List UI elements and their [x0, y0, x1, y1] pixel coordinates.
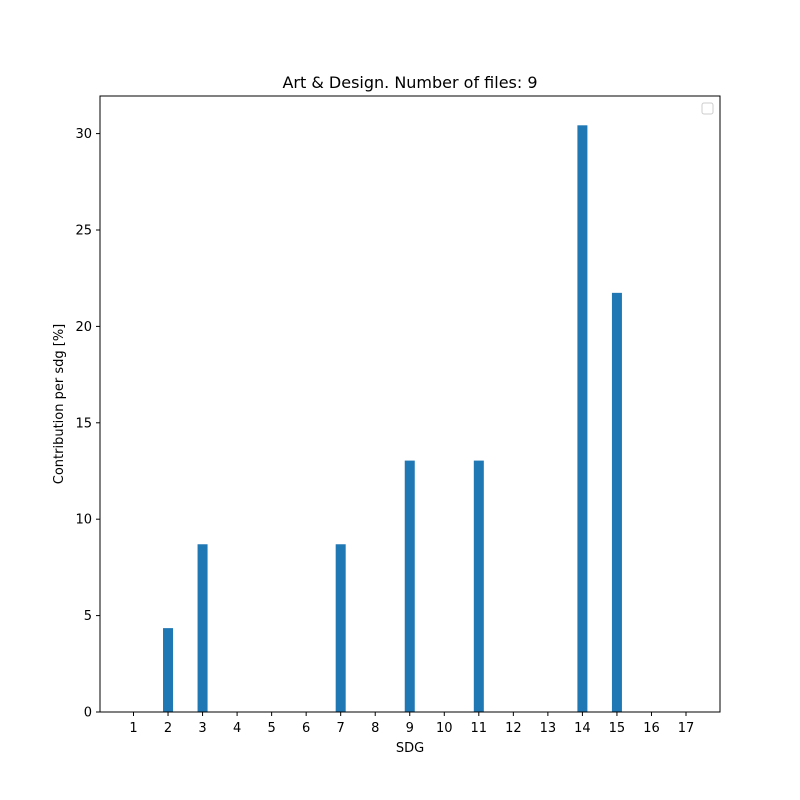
- bar-sdg-14: [577, 125, 588, 712]
- x-tick-label: 11: [471, 721, 488, 736]
- x-tick-label: 16: [643, 721, 660, 736]
- x-tick-label: 1: [129, 721, 137, 736]
- y-tick-label: 20: [75, 320, 92, 335]
- bar-sdg-9: [404, 460, 415, 712]
- x-tick-label: 8: [371, 721, 379, 736]
- bar-sdg-2: [163, 628, 174, 712]
- y-tick-label: 5: [84, 609, 92, 624]
- bar-sdg-3: [197, 544, 208, 712]
- bars-group: [163, 125, 622, 712]
- x-tick-label: 4: [233, 721, 241, 736]
- plot-frame: [99, 95, 721, 713]
- y-tick-label: 15: [75, 416, 92, 431]
- y-ticks-group: 0 5 10 15 20 25 30: [75, 127, 100, 721]
- x-tick-label: 14: [574, 721, 591, 736]
- y-axis-label: Contribution per sdg [%]: [52, 324, 67, 484]
- y-tick-label: 30: [75, 127, 92, 142]
- x-tick-label: 7: [337, 721, 345, 736]
- x-tick-label: 3: [198, 721, 206, 736]
- bar-sdg-15: [611, 292, 622, 712]
- x-axis-label: SDG: [396, 741, 424, 756]
- x-tick-label: 9: [406, 721, 414, 736]
- x-tick-label: 10: [436, 721, 453, 736]
- legend-box: [701, 102, 714, 115]
- y-tick-label: 0: [84, 706, 92, 721]
- x-tick-label: 17: [678, 721, 695, 736]
- y-tick-label: 10: [75, 513, 92, 528]
- x-tick-label: 15: [609, 721, 626, 736]
- x-tick-label: 12: [505, 721, 522, 736]
- bar-sdg-11: [473, 460, 484, 712]
- bar-sdg-7: [335, 544, 346, 712]
- x-tick-label: 6: [302, 721, 310, 736]
- x-tick-label: 13: [540, 721, 557, 736]
- x-tick-label: 2: [164, 721, 172, 736]
- chart-title: Art & Design. Number of files: 9: [282, 73, 537, 92]
- x-ticks-group: 1 2 3 4 5 6 7 8 9 10 11 12 13 14 15 16 17: [129, 712, 694, 736]
- x-tick-label: 5: [267, 721, 275, 736]
- y-tick-label: 25: [75, 223, 92, 238]
